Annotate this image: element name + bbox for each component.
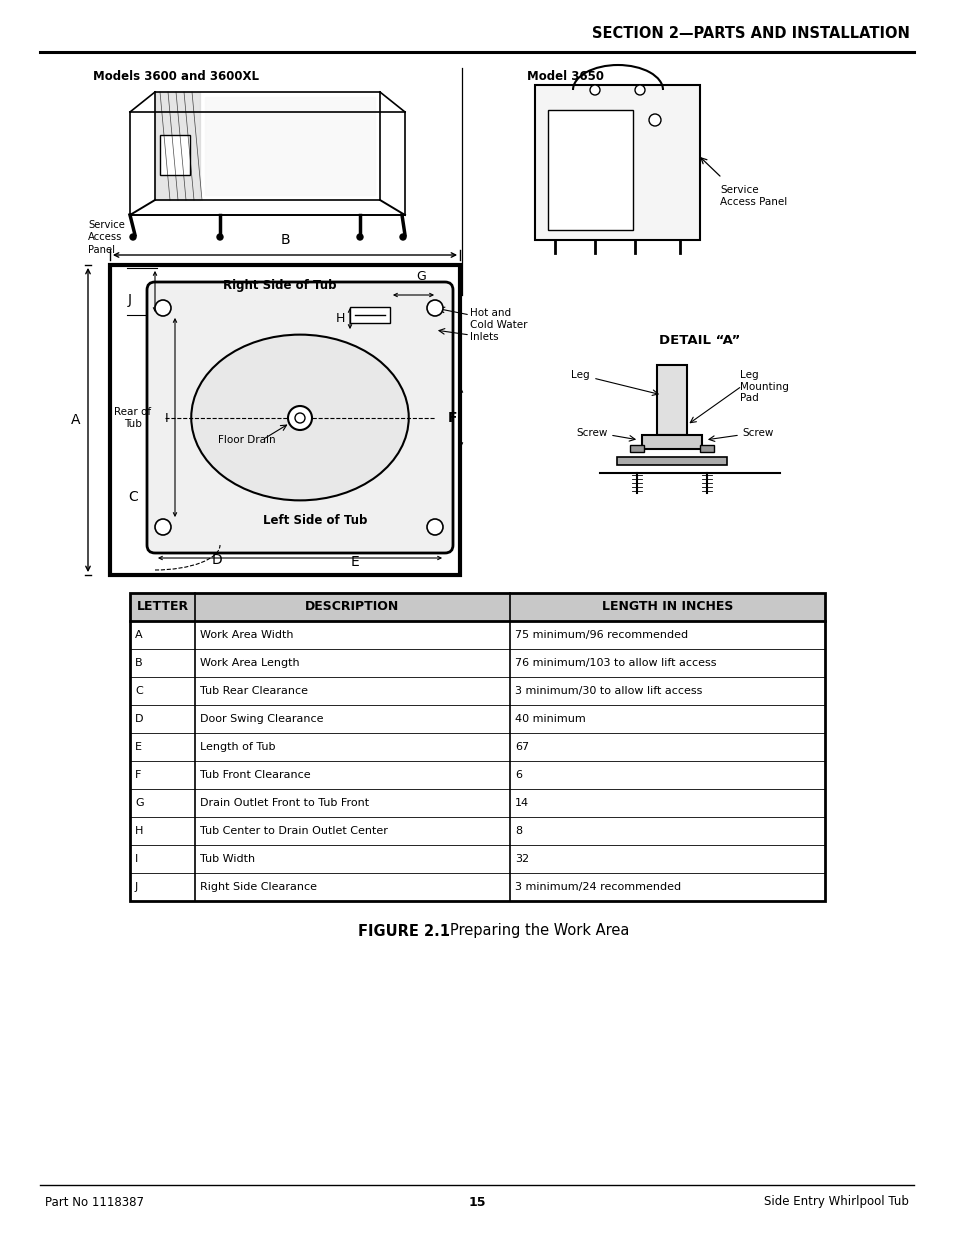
Polygon shape bbox=[154, 91, 200, 200]
Text: Length of Tub: Length of Tub bbox=[200, 742, 275, 752]
Circle shape bbox=[356, 233, 363, 240]
Text: LENGTH IN INCHES: LENGTH IN INCHES bbox=[601, 600, 733, 614]
Bar bbox=[130, 593, 824, 621]
Text: H: H bbox=[335, 311, 345, 325]
Text: Part No 1118387: Part No 1118387 bbox=[45, 1195, 144, 1209]
Text: Service
Access Panel: Service Access Panel bbox=[720, 185, 786, 206]
Text: Service
Access
Panel: Service Access Panel bbox=[88, 220, 125, 254]
Circle shape bbox=[589, 85, 599, 95]
Bar bbox=[547, 110, 633, 230]
Circle shape bbox=[635, 85, 644, 95]
Circle shape bbox=[154, 519, 171, 535]
Circle shape bbox=[427, 300, 442, 316]
Text: Leg
Mounting
Pad: Leg Mounting Pad bbox=[740, 370, 788, 403]
Text: F: F bbox=[135, 769, 141, 781]
Text: Tub Center to Drain Outlet Center: Tub Center to Drain Outlet Center bbox=[200, 826, 388, 836]
Text: E: E bbox=[351, 555, 359, 569]
Bar bbox=[657, 366, 686, 435]
Text: C: C bbox=[128, 490, 138, 504]
Text: 76 minimum/103 to allow lift access: 76 minimum/103 to allow lift access bbox=[515, 658, 716, 668]
Text: Preparing the Work Area: Preparing the Work Area bbox=[450, 924, 629, 939]
Text: Door Swing Clearance: Door Swing Clearance bbox=[200, 714, 323, 724]
Text: G: G bbox=[135, 798, 144, 808]
Circle shape bbox=[399, 233, 406, 240]
Text: DESCRIPTION: DESCRIPTION bbox=[305, 600, 399, 614]
Text: 40 minimum: 40 minimum bbox=[515, 714, 585, 724]
Circle shape bbox=[130, 233, 136, 240]
Text: 67: 67 bbox=[515, 742, 529, 752]
Text: Tub Front Clearance: Tub Front Clearance bbox=[200, 769, 311, 781]
Text: Right Side of Tub: Right Side of Tub bbox=[223, 279, 336, 291]
Text: 75 minimum/96 recommended: 75 minimum/96 recommended bbox=[515, 630, 687, 640]
Bar bbox=[641, 435, 701, 450]
Text: Left Side of Tub: Left Side of Tub bbox=[262, 514, 367, 526]
Text: B: B bbox=[135, 658, 143, 668]
Text: 14: 14 bbox=[515, 798, 529, 808]
Text: G: G bbox=[416, 270, 426, 283]
Text: H: H bbox=[135, 826, 143, 836]
Text: C: C bbox=[135, 685, 143, 697]
Text: Hot and
Cold Water
Inlets: Hot and Cold Water Inlets bbox=[470, 309, 527, 342]
FancyBboxPatch shape bbox=[147, 282, 453, 553]
Text: Tub Width: Tub Width bbox=[200, 853, 254, 864]
Circle shape bbox=[216, 233, 223, 240]
Text: LETTER: LETTER bbox=[136, 600, 189, 614]
Bar bbox=[629, 445, 643, 452]
Text: 3 minimum/30 to allow lift access: 3 minimum/30 to allow lift access bbox=[515, 685, 701, 697]
Text: Drain Outlet Front to Tub Front: Drain Outlet Front to Tub Front bbox=[200, 798, 369, 808]
Text: 6: 6 bbox=[515, 769, 521, 781]
Text: Work Area Width: Work Area Width bbox=[200, 630, 294, 640]
Text: E: E bbox=[135, 742, 142, 752]
Text: Leg: Leg bbox=[571, 370, 589, 380]
Bar bbox=[535, 85, 700, 240]
Circle shape bbox=[648, 114, 660, 126]
Text: Floor Drain: Floor Drain bbox=[218, 435, 275, 445]
Text: Models 3600 and 3600XL: Models 3600 and 3600XL bbox=[92, 69, 258, 83]
Text: 15: 15 bbox=[468, 1195, 485, 1209]
Polygon shape bbox=[205, 98, 375, 195]
Text: Screw: Screw bbox=[576, 429, 607, 438]
Text: Work Area Length: Work Area Length bbox=[200, 658, 299, 668]
Circle shape bbox=[154, 300, 171, 316]
Text: Tub Rear Clearance: Tub Rear Clearance bbox=[200, 685, 308, 697]
Text: B: B bbox=[280, 233, 290, 247]
Text: Right Side Clearance: Right Side Clearance bbox=[200, 882, 316, 892]
Text: Model 3650: Model 3650 bbox=[526, 69, 603, 83]
Ellipse shape bbox=[191, 335, 408, 500]
Bar bbox=[160, 135, 190, 175]
Text: DETAIL “A”: DETAIL “A” bbox=[659, 333, 740, 347]
Text: D: D bbox=[212, 553, 222, 567]
Bar bbox=[700, 445, 713, 452]
Circle shape bbox=[294, 412, 305, 424]
Bar bbox=[617, 457, 726, 466]
Text: 32: 32 bbox=[515, 853, 529, 864]
Text: I: I bbox=[164, 411, 168, 425]
Text: A: A bbox=[71, 412, 80, 427]
Text: I: I bbox=[135, 853, 138, 864]
Text: J: J bbox=[135, 882, 138, 892]
Text: F: F bbox=[448, 411, 457, 425]
Text: A: A bbox=[135, 630, 143, 640]
Text: D: D bbox=[135, 714, 143, 724]
Text: J: J bbox=[128, 293, 132, 308]
Text: SECTION 2—PARTS AND INSTALLATION: SECTION 2—PARTS AND INSTALLATION bbox=[592, 26, 909, 42]
Circle shape bbox=[427, 519, 442, 535]
Bar bbox=[350, 308, 390, 324]
Text: FIGURE 2.1: FIGURE 2.1 bbox=[357, 924, 450, 939]
Text: 3 minimum/24 recommended: 3 minimum/24 recommended bbox=[515, 882, 680, 892]
Circle shape bbox=[288, 406, 312, 430]
Bar bbox=[130, 593, 824, 902]
Text: Side Entry Whirlpool Tub: Side Entry Whirlpool Tub bbox=[763, 1195, 908, 1209]
Text: 8: 8 bbox=[515, 826, 521, 836]
Text: Rear of
Tub: Rear of Tub bbox=[114, 408, 152, 429]
Text: Screw: Screw bbox=[741, 429, 773, 438]
Bar bbox=[110, 266, 459, 576]
